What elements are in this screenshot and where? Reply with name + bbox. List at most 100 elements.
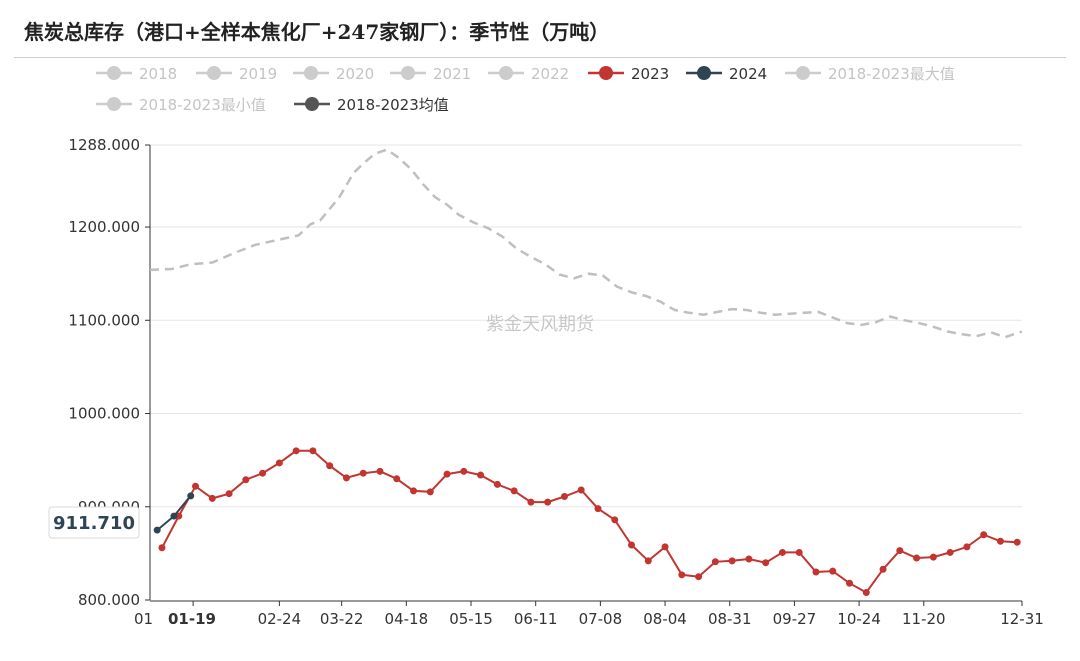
tooltip-box	[48, 506, 140, 539]
legend-item-2019[interactable]: 2019	[196, 65, 277, 83]
data-point-2023	[259, 469, 267, 477]
data-point-2023	[996, 537, 1004, 545]
legend-marker-icon	[107, 66, 121, 80]
chart-title: 焦炭总库存（港口+全样本焦化厂+247家钢厂）：季节性（万吨）	[24, 20, 610, 44]
data-point-2023	[493, 480, 501, 488]
legend-item-2018-2023最小值[interactable]: 2018-2023最小值	[96, 96, 266, 114]
data-point-2023	[846, 579, 854, 587]
x-tick-label: 08-31	[708, 610, 752, 628]
data-point-2023	[510, 487, 518, 495]
legend-marker-icon	[304, 66, 318, 80]
x-tick-label: 11-20	[902, 610, 946, 628]
y-tick-label: 1288.000	[68, 136, 140, 154]
data-point-2023	[225, 490, 233, 498]
value-tooltip: 911.710	[48, 506, 140, 539]
series-line-average	[149, 148, 1023, 339]
data-point-2023	[544, 498, 552, 506]
tooltip-value: 911.710	[53, 513, 135, 534]
data-point-2023	[242, 476, 250, 484]
data-point-2023	[929, 553, 937, 561]
x-tick-label: 03-22	[320, 610, 364, 628]
data-point-2023	[342, 474, 350, 482]
data-point-2023	[778, 548, 786, 556]
data-point-2023	[376, 467, 384, 475]
series-line-2023	[161, 449, 1018, 594]
data-point-2023	[678, 571, 686, 579]
legend-item-2018[interactable]: 2018	[96, 65, 177, 83]
legend-label: 2018-2023均值	[337, 96, 449, 114]
data-point-2023	[326, 462, 334, 470]
data-point-2023	[611, 516, 619, 524]
y-tick-label: 800.000	[78, 591, 140, 609]
data-point-2023	[292, 447, 300, 455]
y-tick-label: 1000.000	[68, 405, 140, 423]
data-point-2023	[711, 558, 719, 566]
x-tick-label: 08-04	[643, 610, 687, 628]
data-point-2023	[477, 471, 485, 479]
y-tick-label: 1200.000	[68, 218, 140, 236]
legend-label: 2020	[336, 65, 374, 83]
x-tick-label: 09-27	[773, 610, 817, 628]
legend-marker-icon	[499, 66, 513, 80]
data-point-2023	[812, 568, 820, 576]
data-point-2023	[795, 548, 803, 556]
x-tick-label: 12-31	[1000, 610, 1044, 628]
legend-item-2020[interactable]: 2020	[293, 65, 374, 83]
data-point-2023	[644, 557, 652, 565]
data-point-2023	[393, 475, 401, 483]
data-point-2023	[628, 541, 636, 549]
data-point-2023	[443, 470, 451, 478]
title-divider	[14, 57, 1066, 58]
legend-item-2018-2023最大值[interactable]: 2018-2023最大值	[785, 65, 955, 83]
data-point-2023	[192, 482, 200, 490]
data-point-2023	[560, 493, 568, 501]
legend-item-2024[interactable]: 2024	[686, 65, 767, 83]
data-point-2023	[896, 547, 904, 555]
data-point-2024	[170, 512, 178, 520]
legend-item-2023[interactable]: 2023	[588, 65, 669, 83]
data-point-2023	[980, 531, 988, 539]
legend-marker-icon	[796, 66, 810, 80]
legend: 2018 2019 2020 2021 2022 2023 2024 2018-2023最大值…	[96, 65, 955, 114]
watermark: 紫金天风期货	[486, 314, 594, 335]
data-point-2023	[1013, 538, 1021, 546]
x-tick-label: 10-24	[837, 610, 881, 628]
x-tick-label: 07-08	[579, 610, 623, 628]
legend-item-2018-2023均值[interactable]: 2018-2023均值	[294, 96, 449, 114]
data-point-2023	[946, 548, 954, 556]
data-point-2023	[208, 494, 216, 502]
legend-label: 2018-2023最大值	[828, 65, 955, 83]
data-point-2023	[594, 505, 602, 513]
legend-label: 2018	[139, 65, 177, 83]
x-tick-label-highlighted: 01-19	[168, 610, 216, 628]
x-tick-label: 05-15	[449, 610, 493, 628]
data-point-2023	[728, 557, 736, 565]
data-point-2023	[695, 573, 703, 581]
data-point-2024	[187, 492, 195, 500]
x-tick-label: 06-11	[514, 610, 558, 628]
data-point-2023	[762, 559, 770, 567]
legend-item-2021[interactable]: 2021	[390, 65, 471, 83]
data-point-2023	[879, 565, 887, 573]
x-axis: 01 01-19 02-24 03-22 04-18 05-15 06-11 07-08 08-…	[134, 600, 1044, 628]
data-point-2023	[577, 486, 585, 494]
data-point-2023	[829, 567, 837, 575]
data-point-2023	[410, 487, 418, 495]
data-point-2023	[275, 459, 283, 467]
data-point-2023	[527, 498, 535, 506]
data-point-2023	[359, 469, 367, 477]
series-layer	[149, 148, 1023, 597]
data-point-2024	[153, 526, 161, 534]
x-tick-label: 02-24	[258, 610, 302, 628]
data-point-2023	[460, 467, 468, 475]
legend-marker-icon	[207, 66, 221, 80]
legend-item-2022[interactable]: 2022	[488, 65, 569, 83]
y-tick-label: 1100.000	[68, 311, 140, 329]
data-point-2023	[309, 447, 317, 455]
legend-label: 2021	[433, 65, 471, 83]
legend-label: 2023	[631, 65, 669, 83]
data-point-2023	[913, 554, 921, 562]
legend-label: 2024	[729, 65, 767, 83]
x-tick-label: 04-18	[385, 610, 429, 628]
